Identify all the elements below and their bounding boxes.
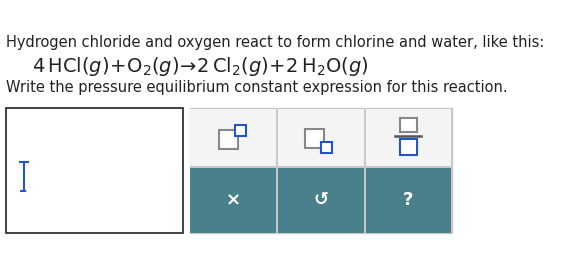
Bar (190, 168, 276, 233)
Bar (305, 129, 324, 148)
Bar (278, 168, 364, 233)
Bar (366, 109, 452, 166)
Text: Hydrogen chloride and oxygen react to form chlorine and water, like this:: Hydrogen chloride and oxygen react to fo… (6, 35, 545, 50)
Bar (400, 139, 417, 155)
Bar (190, 108, 452, 233)
Text: ?: ? (403, 191, 414, 209)
Text: ×: × (226, 191, 241, 209)
Bar (321, 142, 332, 153)
Bar (190, 109, 276, 166)
Bar (235, 125, 246, 136)
Text: $4\,\mathrm{HCl}(g)\!+\!\mathrm{O_2}(g)\!\rightarrow\!2\,\mathrm{Cl_2}(g)\!+\!2\: $4\,\mathrm{HCl}(g)\!+\!\mathrm{O_2}(g)\… (32, 55, 369, 78)
Bar (400, 118, 417, 132)
Bar (366, 168, 452, 233)
Text: Write the pressure equilibrium constant expression for this reaction.: Write the pressure equilibrium constant … (6, 80, 508, 95)
Bar (6, 108, 183, 233)
Text: ↺: ↺ (314, 191, 328, 209)
Bar (278, 109, 364, 166)
Bar (219, 130, 238, 149)
